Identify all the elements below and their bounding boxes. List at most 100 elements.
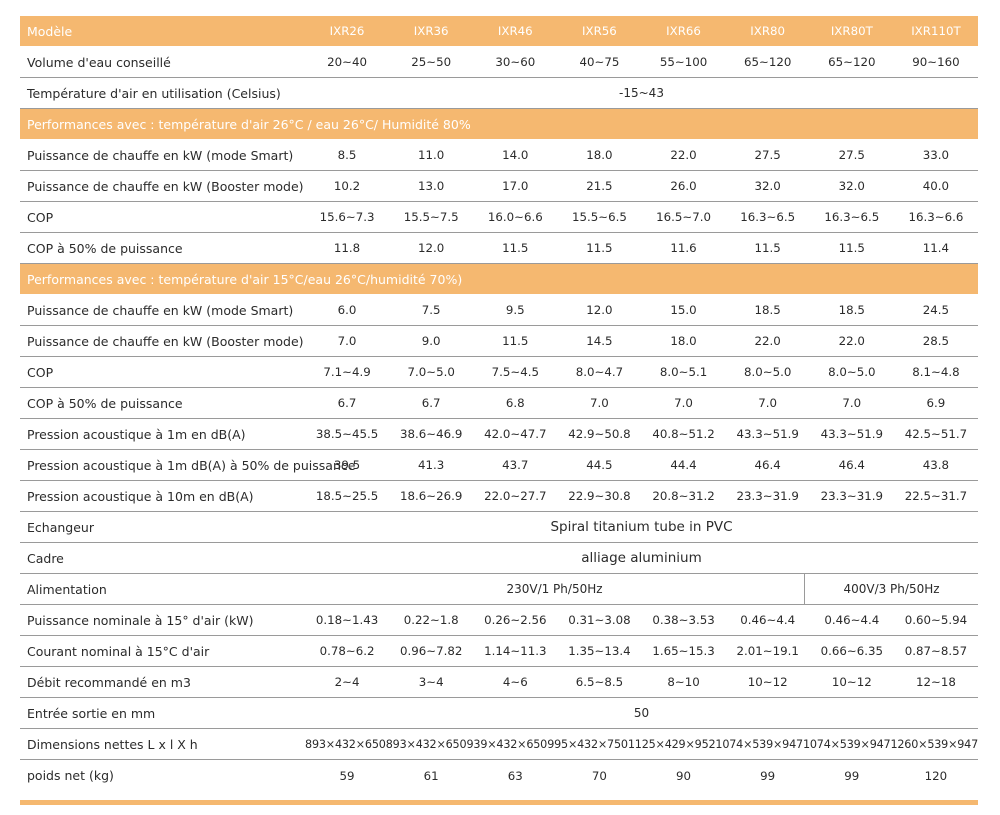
row-label: Alimentation [27, 581, 107, 597]
row-value: 1260×539×947 [890, 737, 978, 751]
row-value: 39.5 [333, 458, 361, 472]
table-row: Volume d'eau conseillé 20~40 25~50 30~60… [20, 47, 978, 78]
row-value: 7.5~4.5 [491, 365, 540, 379]
row-value: 25~50 [411, 55, 452, 69]
row-value: 7.0 [590, 396, 609, 410]
row-value: 22.5~31.7 [904, 489, 968, 503]
row-label: Puissance nominale à 15° d'air (kW) [27, 612, 254, 628]
header-models: IXR26 IXR36 IXR46 IXR56 IXR66 IXR80 IXR8… [305, 16, 978, 46]
table-row: Puissance de chauffe en kW (Booster mode… [20, 171, 978, 202]
row-value: 939×432×650 [466, 737, 548, 751]
row-value: 11.8 [333, 241, 361, 255]
row-value: 40.0 [922, 179, 950, 193]
row-value: 11.5 [502, 334, 529, 348]
row-value: 27.5 [754, 148, 781, 162]
row-value: 43.3~51.9 [820, 427, 884, 441]
row-value: 7.0 [674, 396, 693, 410]
row-value: 11.5 [838, 241, 865, 255]
row-value: 0.60~5.94 [904, 613, 968, 627]
row-value: 22.0 [670, 148, 697, 162]
row-value: 26.0 [670, 179, 697, 193]
row-value: 65~120 [743, 55, 792, 69]
row-value: 15.6~7.3 [319, 210, 375, 224]
row-value: 43.7 [502, 458, 529, 472]
model-header: IXR26 [329, 24, 365, 38]
row-value: 0.26~2.56 [484, 613, 547, 627]
row-label: Débit recommandé en m3 [27, 674, 191, 690]
model-header: IXR46 [497, 24, 533, 38]
table-row: poids net (kg) 59 61 63 70 90 99 99 120 [20, 760, 978, 791]
row-label: Pression acoustique à 1m en dB(A) [27, 426, 246, 442]
row-value: 38.5~45.5 [315, 427, 379, 441]
row-value: 0.96~7.82 [399, 644, 463, 658]
row-label: Pression acoustique à 1m dB(A) à 50% de … [27, 457, 356, 473]
row-value: 38.6~46.9 [399, 427, 463, 441]
row-value: 15.5~6.5 [571, 210, 627, 224]
row-value: 18.5 [838, 303, 865, 317]
row-label: Cadre [27, 550, 64, 566]
row-label: Pression acoustique à 10m en dB(A) [27, 488, 254, 504]
row-value: 8~10 [667, 675, 700, 689]
row-label: Volume d'eau conseillé [27, 54, 171, 70]
row-value: 59 [339, 768, 355, 783]
row-value: 11.6 [670, 241, 697, 255]
row-label: Puissance de chauffe en kW (mode Smart) [27, 147, 294, 163]
row-label: Température d'air en utilisation (Celsiu… [27, 85, 281, 101]
row-value: 90~160 [912, 55, 960, 69]
row-label: poids net (kg) [27, 768, 114, 783]
row-label: COP [27, 209, 54, 225]
row-value: 7.0 [337, 334, 357, 348]
row-value: 11.0 [418, 148, 445, 162]
row-value: 44.5 [586, 458, 613, 472]
row-value: 9.5 [505, 303, 525, 317]
model-header: IXR80T [830, 24, 873, 38]
row-value: 23.3~31.9 [736, 489, 799, 503]
row-value: 15.5~7.5 [403, 210, 459, 224]
row-value: 893×432×650 [305, 737, 386, 751]
row-value: 18.0 [586, 148, 613, 162]
row-value: 4~6 [502, 675, 528, 689]
row-value: 20.8~31.2 [652, 489, 715, 503]
row-value: 8.0~5.1 [659, 365, 708, 379]
table-row: Entrée sortie en mm 50 [20, 698, 978, 729]
row-value-single-phase: 230V/1 Ph/50Hz [506, 582, 603, 596]
row-value: 0.22~1.8 [403, 613, 459, 627]
row-value: 12.0 [586, 303, 613, 317]
row-value: 0.18~1.43 [315, 613, 379, 627]
row-label: Puissance de chauffe en kW (Booster mode… [27, 178, 304, 194]
table-bottom-bar [20, 800, 978, 805]
row-value: 99 [844, 768, 860, 783]
table-row: Echangeur Spiral titanium tube in PVC [20, 512, 978, 543]
row-value: 11.5 [754, 241, 781, 255]
row-value: 1.65~15.3 [652, 644, 715, 658]
table-row: Pression acoustique à 10m en dB(A) 18.5~… [20, 481, 978, 512]
row-value: 42.0~47.7 [484, 427, 547, 441]
row-value: 23.3~31.9 [820, 489, 884, 503]
row-value: 7.0 [758, 396, 778, 410]
row-value: 6.7 [421, 396, 441, 410]
table-row: Puissance de chauffe en kW (mode Smart) … [20, 295, 978, 326]
row-value: 0.78~6.2 [319, 644, 375, 658]
table-row: Puissance de chauffe en kW (Booster mode… [20, 326, 978, 357]
row-value: 10~12 [747, 675, 788, 689]
table-row: COP 7.1~4.9 7.0~5.0 7.5~4.5 8.0~4.7 8.0~… [20, 357, 978, 388]
row-value: 7.0~5.0 [407, 365, 455, 379]
row-value: 11.5 [502, 241, 529, 255]
table-row: COP à 50% de puissance 11.8 12.0 11.5 11… [20, 233, 978, 264]
row-value: 1.35~13.4 [568, 644, 631, 658]
row-value: 46.4 [754, 458, 781, 472]
row-value: 63 [507, 768, 523, 783]
row-value: 22.0 [838, 334, 865, 348]
row-value: 0.46~4.4 [740, 613, 796, 627]
table-row: Alimentation 230V/1 Ph/50Hz 400V/3 Ph/50… [20, 574, 978, 605]
table-row: Dimensions nettes L x l X h 893×432×650 … [20, 729, 978, 760]
row-value: 15.0 [670, 303, 697, 317]
table-row: COP à 50% de puissance 6.7 6.7 6.8 7.0 7… [20, 388, 978, 419]
row-value: 0.31~3.08 [568, 613, 631, 627]
row-value-merged: -15~43 [619, 86, 664, 100]
row-value: 11.4 [922, 241, 950, 255]
row-value-merged: Spiral titanium tube in PVC [550, 519, 733, 535]
row-label: Puissance de chauffe en kW (mode Smart) [27, 302, 294, 318]
table-row: Puissance nominale à 15° d'air (kW) 0.18… [20, 605, 978, 636]
row-value: 42.9~50.8 [568, 427, 631, 441]
